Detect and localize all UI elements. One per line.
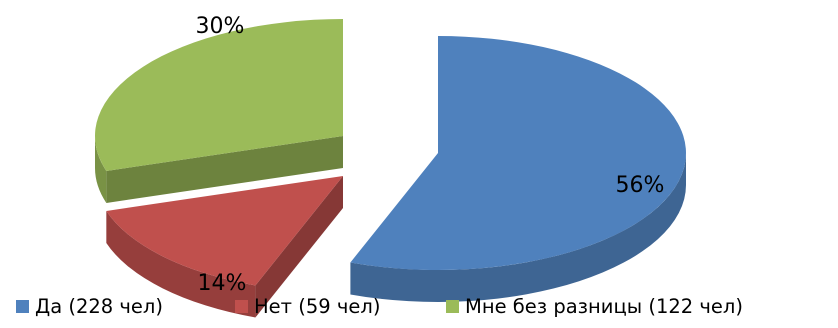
legend-no-difference-swatch — [446, 300, 459, 313]
data-label-slice-no-difference: 30% — [196, 14, 245, 39]
slice-no-difference-side — [95, 136, 107, 203]
slice-net-wall — [255, 176, 343, 318]
legend-net-label: Нет (59 чел) — [254, 295, 380, 318]
slice-net-top — [106, 176, 343, 286]
slice-da-side — [350, 153, 686, 303]
slice-no-difference-wall — [106, 136, 343, 203]
data-label-slice-net: 14% — [198, 271, 247, 296]
legend-da-label: Да (228 чел) — [35, 295, 163, 318]
slice-net-side — [106, 210, 256, 318]
legend-net-swatch — [235, 300, 248, 313]
slice-no-difference-top — [95, 19, 343, 171]
data-label-slice-da: 56% — [616, 173, 665, 198]
legend-no-difference-label: Мне без разницы (122 чел) — [465, 295, 743, 318]
legend-da-swatch — [16, 300, 29, 313]
slice-da-top — [350, 36, 686, 270]
